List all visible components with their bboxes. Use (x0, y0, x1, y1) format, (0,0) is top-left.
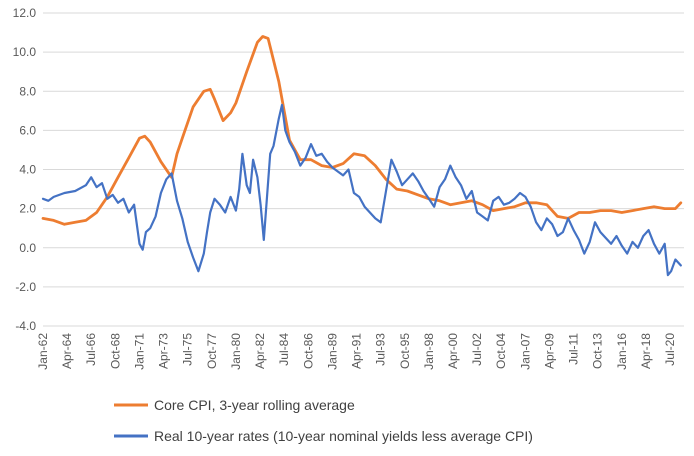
x-tick-label: Apr-64 (60, 333, 74, 369)
x-tick-label: Apr-82 (253, 333, 267, 369)
x-tick-label: Jul-20 (663, 333, 677, 366)
x-tick-label: Jul-84 (277, 333, 291, 366)
x-tick-label: Jan-71 (132, 333, 146, 370)
y-tick-label: -4.0 (15, 319, 36, 333)
x-tick-label: Apr-73 (157, 333, 171, 369)
x-tick-label: Apr-91 (350, 333, 364, 369)
x-tick-label: Oct-13 (591, 333, 605, 369)
x-tick-label: Apr-00 (446, 333, 460, 369)
series-lines (41, 35, 683, 277)
x-tick-label: Apr-09 (542, 333, 556, 369)
x-tick-label: Oct-86 (301, 333, 315, 369)
y-tick-label: 0.0 (19, 241, 36, 255)
series-line-core-cpi (41, 35, 683, 226)
y-tick-label: 12.0 (13, 6, 37, 20)
x-tick-label: Oct-95 (398, 333, 412, 369)
x-tick-label: Oct-77 (205, 333, 219, 369)
x-tick-label: Jul-93 (374, 333, 388, 366)
x-tick-label: Jul-75 (181, 333, 195, 366)
y-tick-label: 10.0 (13, 45, 37, 59)
x-axis-ticks: Jan-62 Apr-64 Jul-66 Oct-68 Jan-71 Apr-73 Jul-… (36, 333, 677, 370)
y-tick-label: 2.0 (19, 202, 36, 216)
x-tick-label: Jan-89 (325, 333, 339, 370)
x-tick-label: Jan-62 (36, 333, 50, 370)
gridlines (43, 12, 684, 327)
y-tick-label: 6.0 (19, 123, 36, 137)
x-tick-label: Jan-16 (615, 333, 629, 370)
x-tick-label: Jul-11 (567, 333, 581, 365)
x-tick-label: Jan-07 (518, 333, 532, 370)
y-tick-label: -2.0 (15, 280, 36, 294)
y-axis-ticks: -4.0 -2.0 0.0 2.0 4.0 6.0 8.0 10.0 12.0 (13, 6, 37, 333)
y-tick-label: 4.0 (19, 163, 36, 177)
x-tick-label: Apr-18 (639, 333, 653, 369)
x-tick-label: Jan-80 (229, 333, 243, 370)
legend: Core CPI, 3-year rolling average Real 10… (114, 397, 533, 444)
y-tick-label: 8.0 (19, 84, 36, 98)
x-tick-label: Jul-02 (470, 333, 484, 366)
legend-label-real-rates: Real 10-year rates (10-year nominal yiel… (154, 428, 533, 444)
x-tick-label: Oct-04 (494, 333, 508, 369)
x-tick-label: Jul-66 (84, 333, 98, 366)
x-tick-label: Oct-68 (108, 333, 122, 369)
x-tick-label: Jan-98 (422, 333, 436, 370)
legend-label-core-cpi: Core CPI, 3-year rolling average (154, 397, 355, 413)
series-line-real-rates (41, 103, 682, 277)
